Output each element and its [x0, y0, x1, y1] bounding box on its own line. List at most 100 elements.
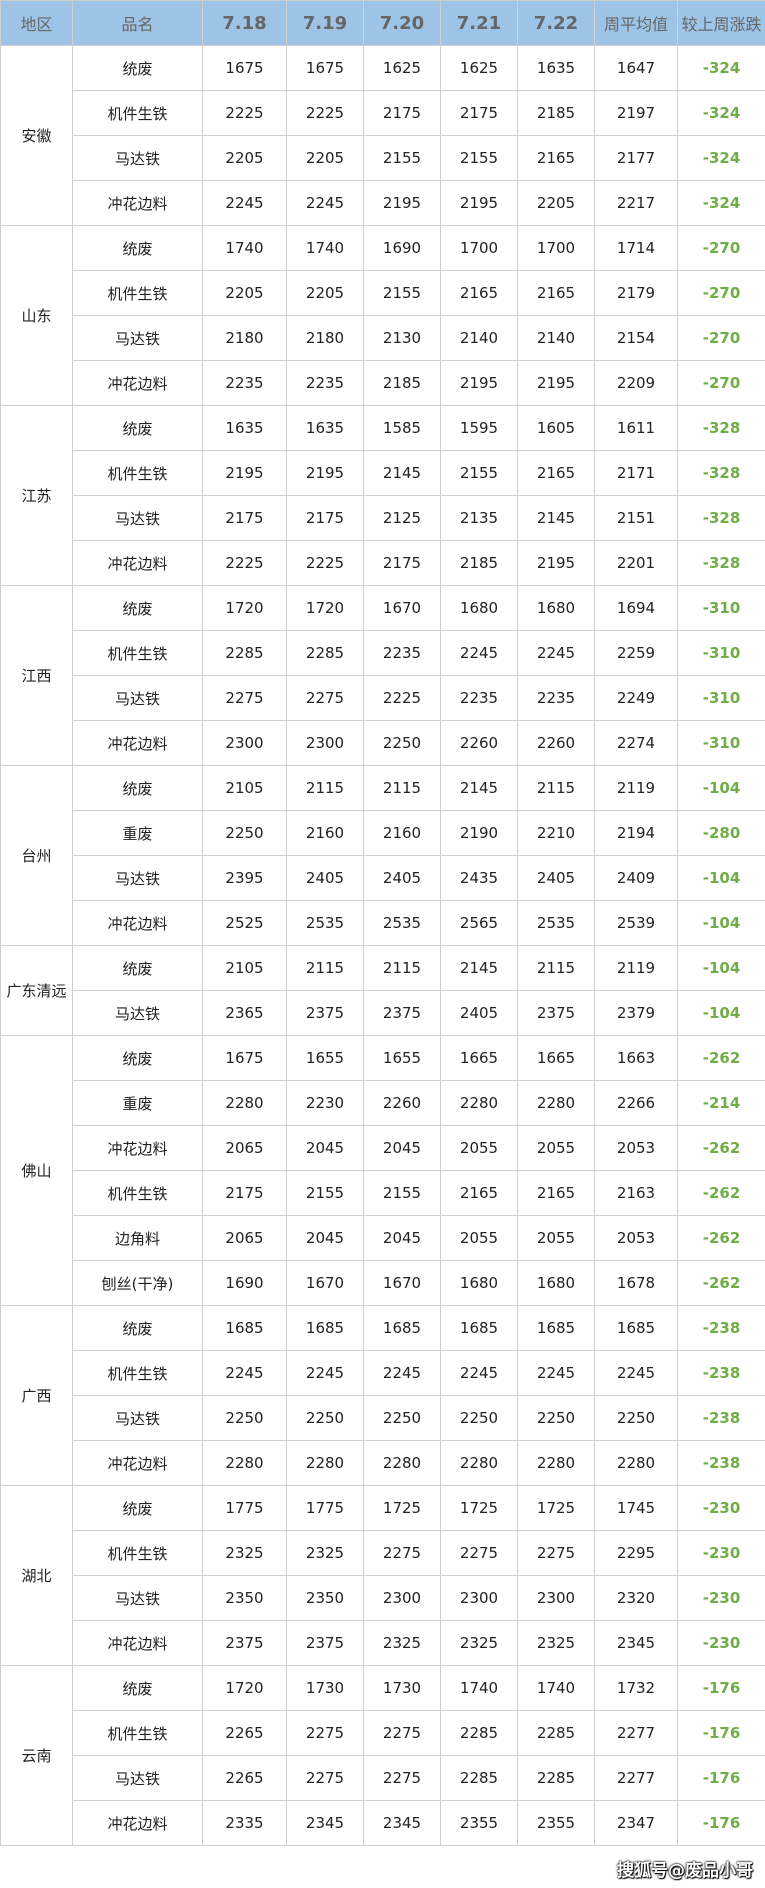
- price-cell: 2266: [594, 1080, 678, 1126]
- product-name-cell: 边角料: [72, 1215, 203, 1261]
- price-cell: 2245: [286, 180, 364, 226]
- table-row: 冲花边料 2235 2235 2185 2195 2195 2209 -270: [1, 360, 765, 406]
- price-cell: 2185: [517, 90, 595, 136]
- price-cell: 2405: [440, 990, 518, 1036]
- table-row: 冲花边料 2525 2535 2535 2565 2535 2539 -104: [1, 900, 765, 946]
- price-cell: 2355: [517, 1800, 595, 1846]
- price-cell: 1680: [517, 1260, 595, 1306]
- price-cell: 2295: [594, 1530, 678, 1576]
- change-cell: -324: [677, 45, 765, 91]
- product-name-cell: 马达铁: [72, 1575, 203, 1621]
- price-cell: 2163: [594, 1170, 678, 1216]
- change-cell: -310: [677, 720, 765, 766]
- price-cell: 2285: [202, 630, 287, 676]
- table-row: 马达铁 2350 2350 2300 2300 2300 2320 -230: [1, 1575, 765, 1621]
- price-cell: 2225: [286, 540, 364, 586]
- price-cell: 2277: [594, 1755, 678, 1801]
- price-cell: 2275: [517, 1530, 595, 1576]
- price-cell: 2053: [594, 1125, 678, 1171]
- price-cell: 2245: [202, 180, 287, 226]
- price-cell: 2235: [440, 675, 518, 721]
- price-cell: 2245: [440, 630, 518, 676]
- price-cell: 1611: [594, 405, 678, 451]
- price-cell: 2300: [363, 1575, 441, 1621]
- price-cell: 2165: [440, 270, 518, 316]
- table-row: 马达铁 2175 2175 2125 2135 2145 2151 -328: [1, 495, 765, 541]
- price-cell: 2275: [202, 675, 287, 721]
- price-cell: 2055: [440, 1125, 518, 1171]
- price-cell: 2300: [517, 1575, 595, 1621]
- price-cell: 2325: [517, 1620, 595, 1666]
- region-cell: 江苏: [0, 405, 73, 586]
- price-cell: 2160: [286, 810, 364, 856]
- change-cell: -238: [677, 1350, 765, 1396]
- price-cell: 2194: [594, 810, 678, 856]
- price-cell: 2160: [363, 810, 441, 856]
- price-cell: 1655: [363, 1035, 441, 1081]
- price-cell: 2140: [517, 315, 595, 361]
- price-cell: 1635: [517, 45, 595, 91]
- product-name-cell: 刨丝(干净): [72, 1260, 203, 1306]
- price-cell: 1685: [440, 1305, 518, 1351]
- table-row: 冲花边料 2375 2375 2325 2325 2325 2345 -230: [1, 1620, 765, 1666]
- price-cell: 2280: [363, 1440, 441, 1486]
- table-row: 机件生铁 2175 2155 2155 2165 2165 2163 -262: [1, 1170, 765, 1216]
- change-cell: -324: [677, 90, 765, 136]
- price-cell: 2055: [517, 1125, 595, 1171]
- price-cell: 2145: [440, 945, 518, 991]
- price-cell: 2375: [363, 990, 441, 1036]
- price-cell: 2197: [594, 90, 678, 136]
- price-cell: 2119: [594, 945, 678, 991]
- table-row: 刨丝(干净) 1690 1670 1670 1680 1680 1678 -262: [1, 1260, 765, 1306]
- price-cell: 2345: [286, 1800, 364, 1846]
- region-cell: 湖北: [0, 1485, 73, 1666]
- price-cell: 2065: [202, 1215, 287, 1261]
- price-cell: 2105: [202, 765, 287, 811]
- price-cell: 2285: [440, 1755, 518, 1801]
- product-name-cell: 冲花边料: [72, 1440, 203, 1486]
- table-row: 江苏 统废 1635 1635 1585 1595 1605 1611 -328: [0, 405, 765, 586]
- price-cell: 1670: [286, 1260, 364, 1306]
- product-name-cell: 冲花边料: [72, 720, 203, 766]
- price-cell: 1665: [440, 1035, 518, 1081]
- price-cell: 2280: [440, 1440, 518, 1486]
- change-cell: -270: [677, 315, 765, 361]
- change-cell: -310: [677, 675, 765, 721]
- price-cell: 2565: [440, 900, 518, 946]
- price-cell: 2045: [286, 1215, 364, 1261]
- change-cell: -310: [677, 585, 765, 631]
- price-cell: 1585: [363, 405, 441, 451]
- price-cell: 2405: [286, 855, 364, 901]
- product-name-cell: 冲花边料: [72, 900, 203, 946]
- price-cell: 2130: [363, 315, 441, 361]
- price-cell: 2280: [440, 1080, 518, 1126]
- price-cell: 2065: [202, 1125, 287, 1171]
- price-cell: 2375: [517, 990, 595, 1036]
- price-cell: 2395: [202, 855, 287, 901]
- change-cell: -104: [677, 855, 765, 901]
- price-cell: 2115: [286, 945, 364, 991]
- product-name-cell: 统废: [72, 765, 203, 811]
- price-cell: 2260: [440, 720, 518, 766]
- price-cell: 2180: [286, 315, 364, 361]
- price-cell: 2155: [363, 270, 441, 316]
- price-cell: 2250: [363, 1395, 441, 1441]
- table-row: 马达铁 2180 2180 2130 2140 2140 2154 -270: [1, 315, 765, 361]
- price-cell: 2325: [440, 1620, 518, 1666]
- price-cell: 2210: [517, 810, 595, 856]
- table-row: 冲花边料 2065 2045 2045 2055 2055 2053 -262: [1, 1125, 765, 1171]
- price-cell: 2155: [440, 135, 518, 181]
- change-cell: -176: [677, 1800, 765, 1846]
- product-name-cell: 统废: [72, 225, 203, 271]
- table-row: 机件生铁 2265 2275 2275 2285 2285 2277 -176: [1, 1710, 765, 1756]
- price-cell: 1745: [594, 1485, 678, 1531]
- price-cell: 2115: [286, 765, 364, 811]
- price-cell: 2265: [202, 1755, 287, 1801]
- price-cell: 1775: [202, 1485, 287, 1531]
- change-cell: -262: [677, 1260, 765, 1306]
- price-cell: 1665: [517, 1035, 595, 1081]
- price-cell: 1670: [363, 1260, 441, 1306]
- change-cell: -324: [677, 135, 765, 181]
- price-cell: 2245: [440, 1350, 518, 1396]
- table-row: 重废 2250 2160 2160 2190 2210 2194 -280: [1, 810, 765, 856]
